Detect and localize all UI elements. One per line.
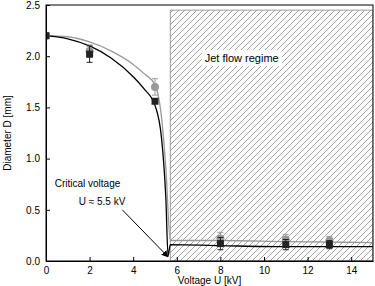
error-bar-part: [217, 237, 223, 238]
data-point: [217, 240, 224, 247]
tick: 12: [303, 257, 315, 276]
tick-label: 1.0: [26, 153, 40, 164]
data-point: [152, 98, 159, 105]
tick-label: 0.0: [26, 256, 40, 267]
region-label: Jet flow regime: [205, 52, 279, 64]
tick-label: 4: [131, 265, 137, 276]
error-bar: [326, 241, 332, 249]
frame: [46, 5, 373, 261]
tick-label: 1.5: [26, 102, 40, 113]
fit-line: [46, 36, 373, 256]
tick-label: 14: [346, 265, 358, 276]
tick-label: 0.5: [26, 205, 40, 216]
error-bar: [283, 239, 289, 249]
error-bar: [217, 237, 223, 249]
tick-mark: [308, 257, 309, 261]
tick-mark: [177, 257, 178, 261]
tick-mark: [351, 257, 352, 261]
tick-mark: [46, 159, 50, 160]
data-point: [151, 83, 159, 91]
tick-mark: [46, 210, 50, 211]
tick: 0.0: [26, 256, 50, 267]
annotation: Critical voltage: [55, 178, 121, 189]
marks: [46, 10, 373, 261]
y-axis-title: Diameter D [mm]: [2, 95, 13, 171]
error-bar-part: [87, 62, 93, 63]
tick: 2.5: [26, 0, 50, 11]
tick: 8: [218, 257, 224, 276]
error-bar-part: [217, 249, 223, 250]
error-bar: [87, 46, 93, 62]
chart: 0 2 4 6 8 10 12 14 0.0 0.5 1.0 1.5 2.0 2.5 Jet flow re…: [0, 0, 375, 286]
error-bar-part: [152, 78, 158, 79]
tick-label: 2.0: [26, 51, 40, 62]
tick-label: 12: [303, 265, 315, 276]
annotation: U ≈ 5.5 kV: [79, 196, 126, 207]
error-bar-part: [326, 248, 332, 249]
region: [170, 10, 373, 261]
tick-mark: [46, 56, 50, 57]
x-axis: 0 2 4 6 8 10 12 14: [44, 257, 374, 276]
tick-mark: [133, 257, 134, 261]
tick: 6: [175, 257, 181, 276]
plot: 0 2 4 6 8 10 12 14 0.0 0.5 1.0 1.5 2.0 2.5 Jet flow re…: [26, 0, 373, 276]
error-bar-part: [87, 45, 93, 46]
tick-label: 0: [44, 265, 50, 276]
tick: 14: [346, 257, 358, 276]
error-bar-part: [152, 95, 158, 96]
error-bar-part: [283, 234, 289, 235]
data-point: [326, 241, 333, 248]
tick: 1.5: [26, 102, 50, 113]
tick-mark: [46, 261, 50, 262]
data-point: [86, 51, 93, 58]
error-bar-part: [87, 44, 93, 45]
tick-label: 10: [259, 265, 271, 276]
error-bar-part: [283, 239, 289, 240]
annotation-arrow: [122, 210, 168, 257]
tick-mark: [264, 257, 265, 261]
tick-label: 2: [87, 265, 93, 276]
error-bar-part: [283, 249, 289, 250]
x-axis-line: [47, 261, 374, 262]
tick: 2.0: [26, 51, 50, 62]
x-axis-title: Voltage U [kV]: [178, 275, 242, 286]
tick: 0.5: [26, 205, 50, 216]
tick: 4: [131, 257, 137, 276]
tick: 2: [87, 257, 93, 276]
tick-mark: [46, 5, 50, 6]
label-background: [202, 50, 282, 66]
y-axis-line: [46, 6, 47, 262]
tick-mark: [46, 107, 50, 108]
fit-line: [46, 36, 373, 243]
error-bar: [152, 79, 158, 95]
error-bar-part: [326, 240, 332, 241]
y-axis: 0.0 0.5 1.0 1.5 2.0 2.5: [26, 0, 50, 267]
error-bar-part: [217, 232, 223, 233]
tick-label: 2.5: [26, 0, 40, 11]
tick: 10: [259, 257, 271, 276]
tick: 1.0: [26, 153, 50, 164]
tick-mark: [220, 257, 221, 261]
data-point: [282, 241, 289, 248]
tick-mark: [90, 257, 91, 261]
